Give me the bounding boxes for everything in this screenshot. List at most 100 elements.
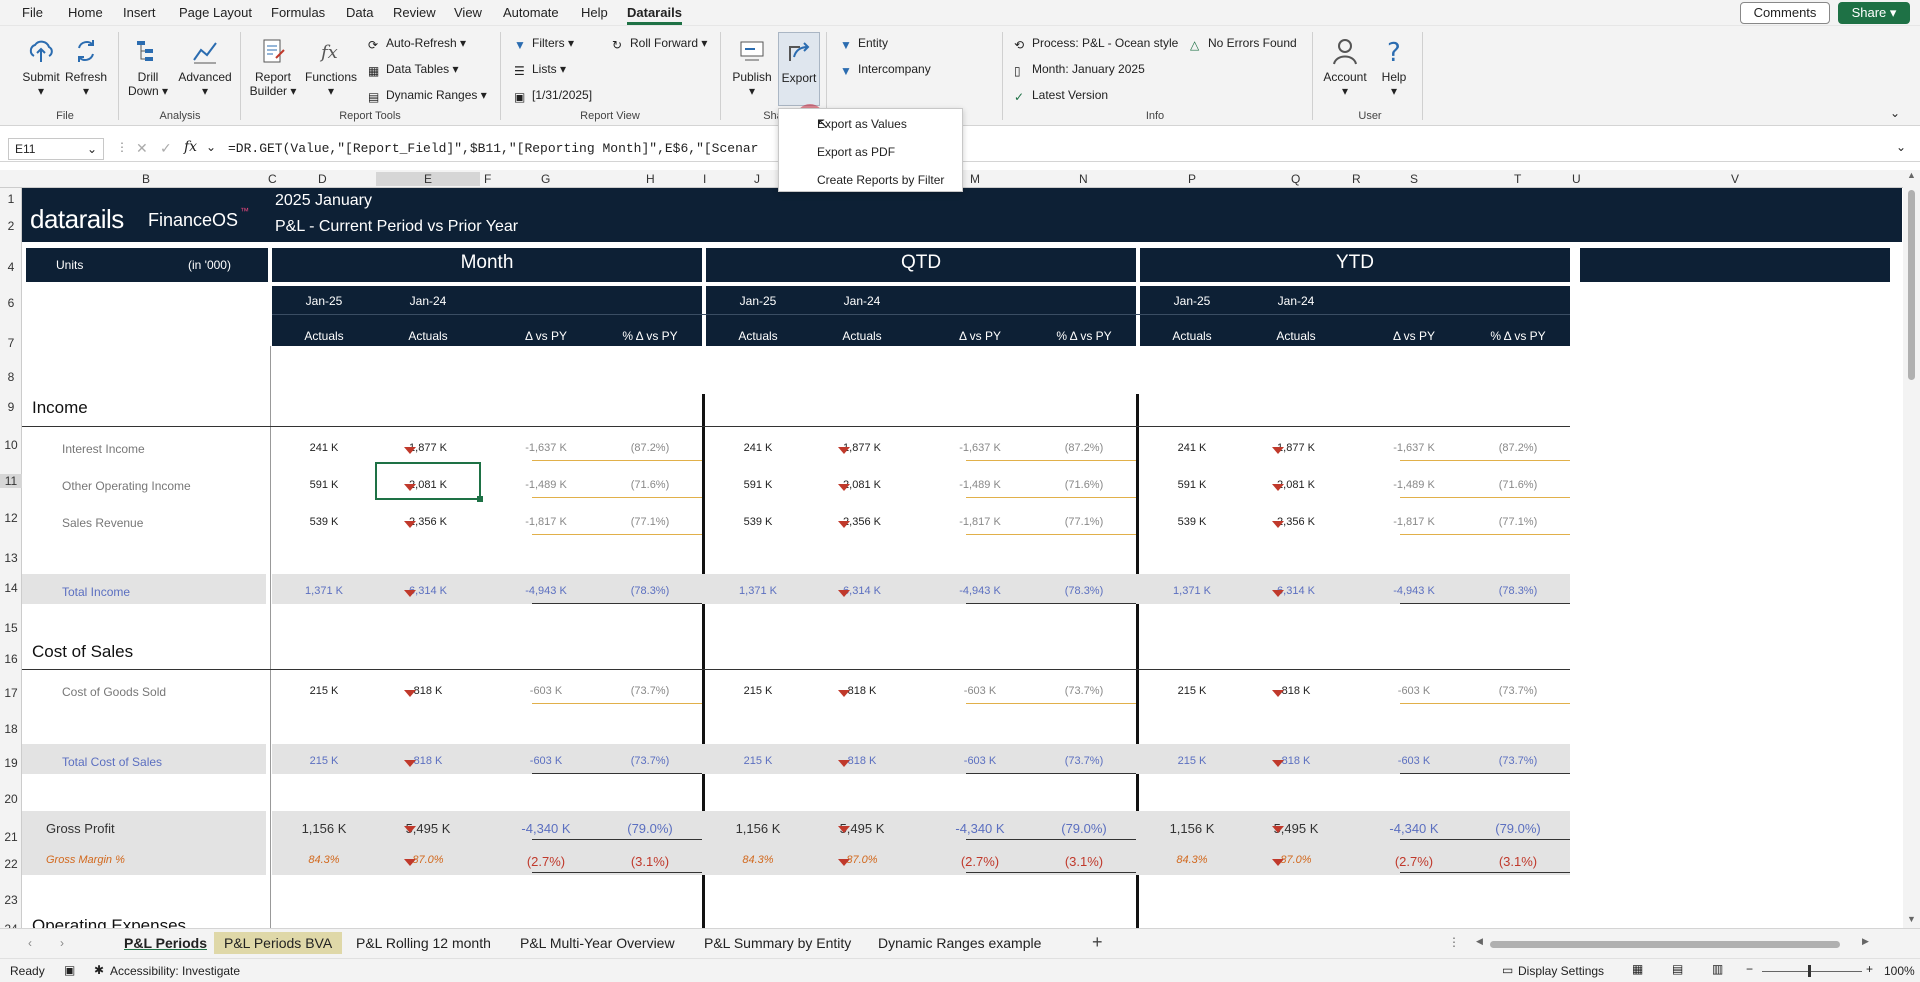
- tab-home[interactable]: Home: [68, 5, 103, 20]
- delta-cell[interactable]: -4,340 K: [955, 821, 1005, 836]
- tab-datarails[interactable]: Datarails: [627, 5, 682, 25]
- intercompany-filter[interactable]: ▼ Intercompany: [840, 62, 931, 78]
- accessibility-status[interactable]: Accessibility: Investigate: [110, 964, 241, 978]
- data-tables-button[interactable]: ▦ Data Tables ▾: [368, 62, 459, 78]
- confirm-icon[interactable]: ✓: [160, 140, 172, 156]
- tab-file[interactable]: File: [22, 5, 43, 20]
- pct-delta-cell[interactable]: (78.3%): [630, 585, 670, 597]
- value-cell[interactable]: 87.0%: [1280, 854, 1312, 866]
- row-header[interactable]: 8: [7, 370, 15, 384]
- value-cell[interactable]: 1,877 K: [1277, 442, 1315, 454]
- value-cell[interactable]: 539 K: [309, 516, 339, 528]
- refresh-button[interactable]: Refresh ▾: [64, 36, 108, 98]
- value-cell[interactable]: 818 K: [847, 685, 877, 697]
- delta-cell[interactable]: -603 K: [963, 685, 997, 697]
- pct-delta-cell[interactable]: (71.6%): [1498, 479, 1538, 491]
- dynamic-ranges-button[interactable]: ▤ Dynamic Ranges ▾: [368, 88, 487, 104]
- horizontal-scrollbar[interactable]: ◀ ▶: [1476, 936, 1876, 949]
- row-header[interactable]: 19: [4, 756, 18, 770]
- value-cell[interactable]: 1,371 K: [1173, 585, 1211, 597]
- functions-button[interactable]: fx Functions ▾: [302, 36, 360, 98]
- delta-cell[interactable]: -603 K: [1397, 685, 1431, 697]
- value-cell[interactable]: 6,314 K: [843, 585, 881, 597]
- pct-delta-cell[interactable]: (78.3%): [1064, 585, 1104, 597]
- value-cell[interactable]: 241 K: [309, 442, 339, 454]
- pct-delta-cell[interactable]: (3.1%): [1498, 854, 1538, 869]
- delta-cell[interactable]: -1,817 K: [959, 516, 1001, 528]
- delta-cell[interactable]: (2.7%): [1394, 854, 1434, 869]
- delta-cell[interactable]: -603 K: [529, 685, 563, 697]
- export-as-pdf-item[interactable]: Export as PDF: [817, 145, 896, 159]
- delta-cell[interactable]: -4,943 K: [1393, 585, 1435, 597]
- value-cell[interactable]: 6,314 K: [409, 585, 447, 597]
- delta-cell[interactable]: -4,340 K: [1389, 821, 1439, 836]
- help-button[interactable]: ? Help ▾: [1372, 36, 1416, 98]
- value-cell[interactable]: 5,495 K: [839, 821, 885, 836]
- value-cell[interactable]: 215 K: [1177, 755, 1207, 767]
- column-header[interactable]: U: [1572, 172, 1581, 186]
- tab-view[interactable]: View: [454, 5, 482, 20]
- pct-delta-cell[interactable]: (3.1%): [630, 854, 670, 869]
- row-header[interactable]: 4: [7, 260, 15, 274]
- value-cell[interactable]: 1,371 K: [305, 585, 343, 597]
- page-break-icon[interactable]: ▥: [1712, 962, 1724, 976]
- scroll-up-icon[interactable]: ▲: [1907, 170, 1916, 180]
- zoom-out-icon[interactable]: −: [1746, 962, 1754, 976]
- zoom-in-icon[interactable]: +: [1866, 962, 1874, 976]
- sheet-tab-pl-periods[interactable]: P&L Periods: [124, 935, 207, 951]
- value-cell[interactable]: 2,081 K: [843, 479, 881, 491]
- value-cell[interactable]: 2,356 K: [843, 516, 881, 528]
- delta-cell[interactable]: -4,943 K: [959, 585, 1001, 597]
- export-as-values-item[interactable]: Export as Values: [817, 117, 907, 131]
- more-icon[interactable]: ⋮: [1448, 935, 1460, 949]
- value-cell[interactable]: 241 K: [1177, 442, 1207, 454]
- sheet-tab-pl-multiyear[interactable]: P&L Multi-Year Overview: [520, 935, 675, 951]
- display-settings[interactable]: Display Settings: [1518, 964, 1605, 978]
- column-header[interactable]: P: [1188, 172, 1197, 186]
- collapse-ribbon-icon[interactable]: ⌄: [1890, 106, 1901, 120]
- row-header[interactable]: 2: [7, 219, 15, 233]
- column-header-selected[interactable]: E: [376, 172, 480, 186]
- pct-delta-cell[interactable]: (87.2%): [1498, 442, 1538, 454]
- pct-delta-cell[interactable]: (87.2%): [1064, 442, 1104, 454]
- column-header[interactable]: B: [142, 172, 151, 186]
- sheet-tab-dynamic-ranges[interactable]: Dynamic Ranges example: [878, 935, 1042, 951]
- value-cell[interactable]: 87.0%: [412, 854, 444, 866]
- lists-button[interactable]: ☰ Lists ▾: [514, 62, 567, 78]
- column-header[interactable]: F: [484, 172, 492, 186]
- export-button[interactable]: Export: [778, 32, 820, 106]
- row-header-selected[interactable]: 11: [0, 474, 22, 488]
- column-header[interactable]: D: [318, 172, 327, 186]
- report-builder-button[interactable]: Report Builder ▾: [248, 36, 298, 98]
- pct-delta-cell[interactable]: (71.6%): [630, 479, 670, 491]
- delta-cell[interactable]: -4,340 K: [521, 821, 571, 836]
- name-box[interactable]: E11 ⌄: [8, 138, 104, 160]
- value-cell[interactable]: 215 K: [743, 685, 773, 697]
- row-header[interactable]: 7: [7, 336, 15, 350]
- value-cell[interactable]: 1,156 K: [301, 821, 347, 836]
- sheet-tab-pl-rolling[interactable]: P&L Rolling 12 month: [356, 935, 491, 951]
- scroll-left-icon[interactable]: ◀: [1476, 936, 1483, 946]
- expand-formula-icon[interactable]: ⌄: [1896, 140, 1907, 154]
- column-header[interactable]: T: [1514, 172, 1522, 186]
- tab-review[interactable]: Review: [393, 5, 436, 20]
- delta-cell[interactable]: -4,943 K: [525, 585, 567, 597]
- pct-delta-cell[interactable]: (73.7%): [1498, 685, 1538, 697]
- scroll-thumb[interactable]: [1908, 190, 1915, 380]
- pct-delta-cell[interactable]: (77.1%): [1064, 516, 1104, 528]
- row-header[interactable]: 22: [4, 857, 18, 871]
- comments-button[interactable]: Comments: [1740, 2, 1830, 24]
- tab-insert[interactable]: Insert: [123, 5, 156, 20]
- pct-delta-cell[interactable]: (3.1%): [1064, 854, 1104, 869]
- prev-sheet-icon[interactable]: ‹: [28, 936, 32, 950]
- publish-button[interactable]: Publish ▾: [728, 36, 776, 98]
- month-info[interactable]: ▯ Month: January 2025: [1014, 62, 1145, 78]
- value-cell[interactable]: 215 K: [309, 755, 339, 767]
- tab-data[interactable]: Data: [346, 5, 374, 20]
- pct-delta-cell[interactable]: (71.6%): [1064, 479, 1104, 491]
- value-cell[interactable]: 215 K: [743, 755, 773, 767]
- delta-cell[interactable]: -1,817 K: [1393, 516, 1435, 528]
- value-cell[interactable]: 539 K: [1177, 516, 1207, 528]
- column-header[interactable]: S: [1410, 172, 1419, 186]
- value-cell[interactable]: 818 K: [413, 685, 443, 697]
